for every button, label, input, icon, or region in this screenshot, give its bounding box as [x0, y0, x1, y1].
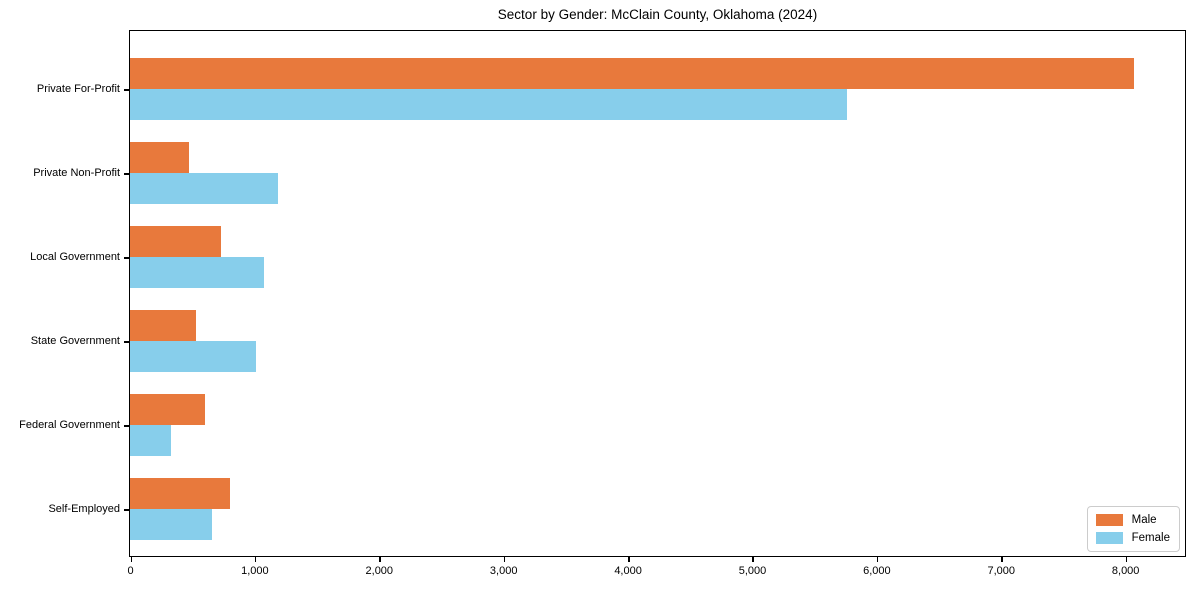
legend-item-female: Female: [1095, 532, 1170, 544]
x-label-2000: 2,000: [365, 565, 394, 577]
y-tick-local-government: [124, 257, 129, 259]
x-tick-6000: [876, 557, 879, 562]
plot-area: Male Female: [129, 30, 1186, 557]
legend-label-male: Male: [1131, 514, 1157, 526]
y-label-federal-government: Federal Government: [19, 418, 120, 431]
y-tick-self-employed: [124, 509, 129, 511]
y-tick-federal-government: [124, 425, 129, 427]
bar-male-local-government: [130, 225, 221, 257]
legend-item-male: Male: [1095, 514, 1170, 526]
y-label-private-for-profit: Private For-Profit: [36, 82, 120, 95]
y-tick-private-for-profit: [124, 89, 129, 91]
bar-female-private-non-profit: [130, 172, 278, 204]
x-label-3000: 3,000: [489, 565, 518, 577]
bar-female-state-government: [130, 340, 256, 372]
y-label-local-government: Local Government: [30, 250, 120, 263]
bar-male-federal-government: [130, 393, 205, 425]
x-tick-2000: [379, 557, 381, 562]
male-color-swatch: [1095, 514, 1123, 526]
female-color-swatch: [1095, 532, 1123, 544]
y-label-state-government: State Government: [30, 334, 120, 347]
x-tick-8000: [1125, 557, 1128, 562]
bar-female-federal-government: [130, 424, 172, 456]
chart-title: Sector by Gender: McClain County, Oklaho…: [497, 7, 818, 22]
legend-label-female: Female: [1131, 532, 1170, 544]
y-label-private-non-profit: Private Non-Profit: [33, 166, 120, 179]
x-label-4000: 4,000: [614, 565, 642, 577]
bar-male-self-employed: [130, 477, 230, 509]
x-tick-7000: [1001, 557, 1003, 562]
bar-male-private-non-profit: [130, 141, 190, 173]
bar-male-private-for-profit: [130, 57, 1134, 89]
x-tick-5000: [752, 557, 754, 562]
legend: Male Female: [1086, 506, 1180, 552]
x-label-7000: 7,000: [987, 565, 1016, 577]
x-label-0: 0: [127, 565, 134, 577]
y-tick-private-non-profit: [124, 173, 129, 175]
x-label-1000: 1,000: [241, 565, 269, 577]
x-tick-0: [130, 557, 132, 562]
bar-female-local-government: [130, 256, 264, 288]
x-tick-1000: [254, 557, 257, 562]
x-label-6000: 6,000: [863, 565, 891, 577]
bar-male-state-government: [130, 309, 196, 341]
x-label-5000: 5,000: [738, 565, 767, 577]
x-tick-3000: [503, 557, 506, 562]
y-tick-state-government: [124, 341, 129, 343]
bar-female-private-for-profit: [130, 88, 847, 120]
x-label-8000: 8,000: [1111, 565, 1140, 577]
bar-female-self-employed: [130, 508, 213, 540]
y-label-self-employed: Self-Employed: [48, 502, 120, 515]
x-tick-4000: [628, 557, 630, 562]
